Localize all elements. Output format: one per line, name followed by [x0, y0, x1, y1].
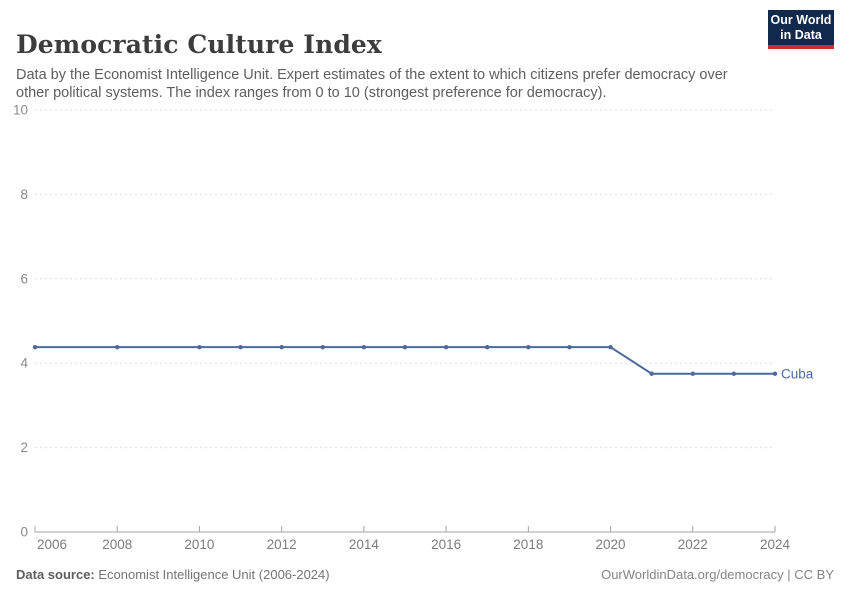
data-point [608, 344, 613, 350]
chart-footer: Data source: Economist Intelligence Unit… [16, 567, 834, 582]
owid-url-link[interactable]: OurWorldinData.org/democracy [601, 567, 784, 582]
data-point [526, 344, 531, 350]
data-point [402, 344, 408, 350]
data-point [485, 344, 490, 350]
x-tick-label: 2006 [37, 537, 67, 552]
y-tick-label: 2 [20, 440, 28, 455]
data-point [649, 371, 654, 376]
series-line [34, 346, 776, 375]
data-point [32, 344, 38, 350]
x-tick-label: 2010 [184, 537, 214, 552]
data-source-value: Economist Intelligence Unit (2006-2024) [94, 567, 330, 582]
y-tick-label: 4 [20, 356, 28, 371]
x-tick-label: 2020 [596, 537, 626, 552]
chart-subtitle: Data by the Economist Intelligence Unit.… [16, 66, 728, 101]
data-point [238, 344, 243, 350]
x-tick-label: 2024 [760, 537, 791, 552]
data-source: Data source: Economist Intelligence Unit… [16, 567, 330, 582]
series-end-label[interactable]: Cuba [781, 366, 814, 381]
owid-logo-text: Our World in Data [770, 12, 832, 42]
page-title: Democratic Culture Index [16, 29, 382, 59]
credit-separator: | [783, 567, 795, 582]
data-point [361, 344, 367, 350]
data-source-label: Data source: [16, 567, 95, 582]
x-tick-label: 2016 [431, 537, 461, 552]
footer-credit: OurWorldinData.org/democracy | CC BY [601, 567, 834, 582]
data-point [279, 344, 284, 350]
x-tick-label: 2012 [267, 537, 297, 552]
x-tick-label: 2008 [102, 537, 132, 552]
data-point [115, 344, 120, 350]
y-tick-label: 8 [20, 187, 28, 202]
data-point [567, 344, 572, 350]
data-point [772, 371, 778, 376]
x-tick-label: 2014 [349, 537, 380, 552]
y-tick-label: 6 [20, 271, 28, 286]
y-tick-label: 0 [20, 525, 28, 540]
x-tick-label: 2018 [513, 537, 543, 552]
license-link[interactable]: CC BY [794, 567, 834, 582]
data-point [690, 371, 695, 376]
data-point [443, 344, 449, 350]
data-point [320, 344, 325, 350]
y-tick-label: 10 [13, 103, 28, 118]
x-tick-label: 2022 [678, 537, 708, 552]
data-point [197, 344, 202, 350]
owid-logo[interactable]: Our World in Data [768, 10, 834, 49]
data-point [731, 371, 737, 376]
